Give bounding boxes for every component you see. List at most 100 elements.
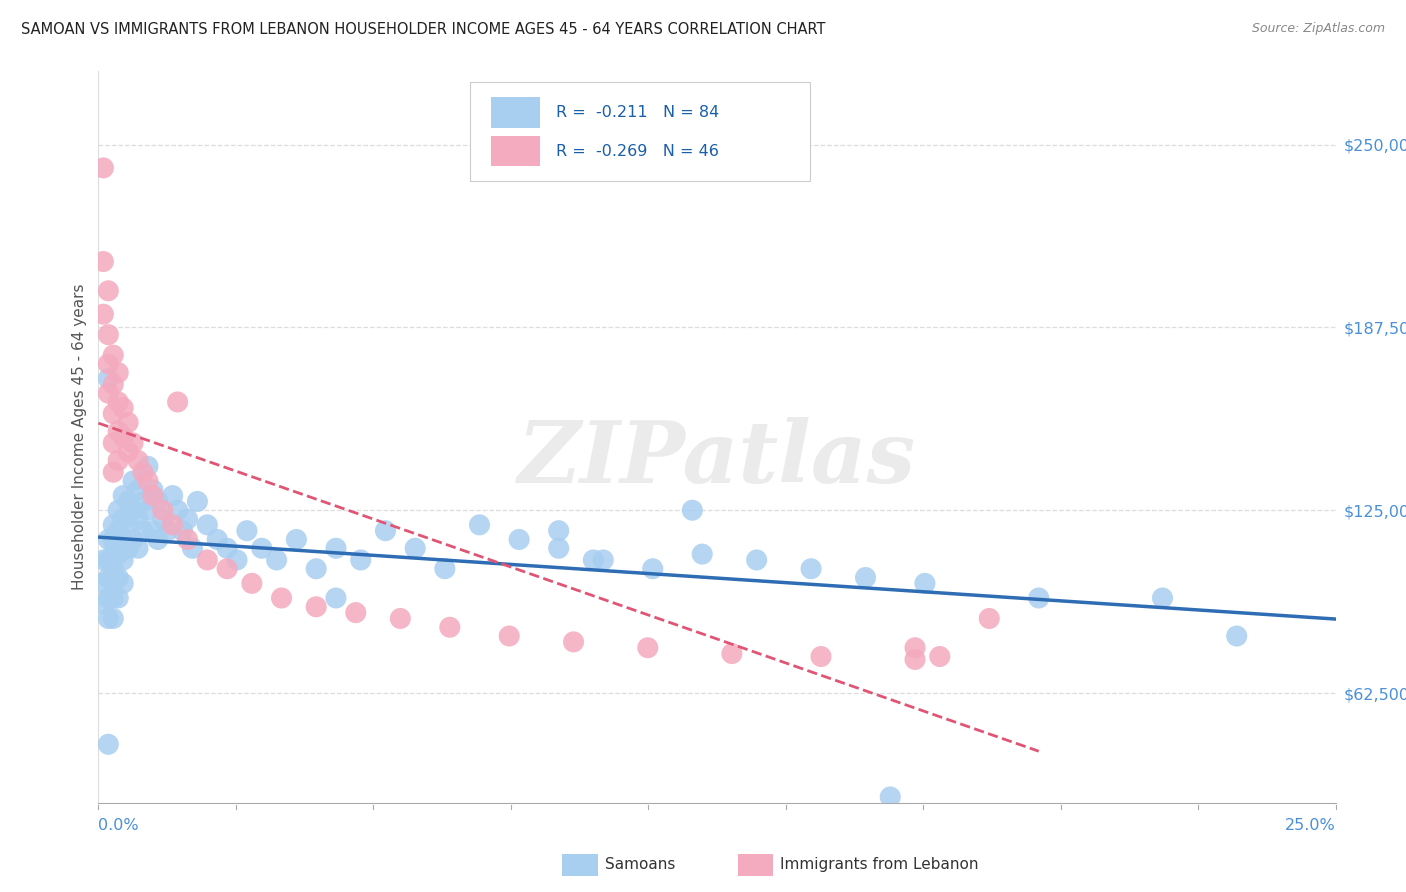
Text: SAMOAN VS IMMIGRANTS FROM LEBANON HOUSEHOLDER INCOME AGES 45 - 64 YEARS CORRELAT: SAMOAN VS IMMIGRANTS FROM LEBANON HOUSEH… — [21, 22, 825, 37]
Point — [142, 524, 165, 538]
Bar — [491, 97, 540, 128]
Point — [195, 517, 218, 532]
Point — [162, 489, 184, 503]
Point — [107, 366, 129, 380]
Point — [103, 348, 125, 362]
Point — [112, 553, 135, 567]
Point — [127, 453, 149, 467]
Point — [107, 570, 129, 584]
Point — [132, 465, 155, 479]
Point — [904, 640, 927, 655]
Point — [226, 553, 249, 567]
Point — [690, 547, 713, 561]
Point — [112, 430, 135, 444]
Point — [240, 576, 263, 591]
Point — [156, 524, 179, 538]
Point — [146, 533, 169, 547]
Point — [136, 503, 159, 517]
Point — [1226, 629, 1249, 643]
Point — [93, 161, 115, 175]
Text: Immigrants from Lebanon: Immigrants from Lebanon — [780, 857, 979, 871]
Point — [103, 611, 125, 625]
Point — [152, 503, 174, 517]
Point — [1028, 591, 1050, 605]
Point — [142, 483, 165, 497]
Point — [107, 503, 129, 517]
Text: Samoans: Samoans — [605, 857, 675, 871]
Bar — [491, 136, 540, 167]
Point — [146, 494, 169, 508]
Point — [166, 395, 188, 409]
Point — [97, 371, 120, 385]
Point — [103, 436, 125, 450]
Point — [93, 307, 115, 321]
Point — [107, 395, 129, 409]
Point — [136, 474, 159, 488]
Point — [103, 533, 125, 547]
Point — [107, 453, 129, 467]
Point — [103, 465, 125, 479]
Point — [641, 562, 664, 576]
Point — [439, 620, 461, 634]
Point — [117, 541, 139, 556]
Point — [97, 327, 120, 342]
Point — [107, 547, 129, 561]
FancyBboxPatch shape — [470, 82, 810, 181]
Point — [810, 649, 832, 664]
Text: ZIPatlas: ZIPatlas — [517, 417, 917, 500]
Point — [117, 517, 139, 532]
Point — [162, 517, 184, 532]
Point — [103, 562, 125, 576]
Point — [176, 533, 198, 547]
Point — [681, 503, 703, 517]
Point — [325, 591, 347, 605]
Point — [547, 541, 569, 556]
Point — [127, 512, 149, 526]
Point — [112, 489, 135, 503]
Text: 25.0%: 25.0% — [1285, 818, 1336, 832]
Point — [582, 553, 605, 567]
Point — [879, 789, 901, 804]
Point — [93, 597, 115, 611]
Point — [117, 416, 139, 430]
Point — [350, 553, 373, 567]
Point — [979, 611, 1001, 625]
Point — [562, 635, 585, 649]
Point — [592, 553, 614, 567]
Point — [97, 591, 120, 605]
Point — [97, 357, 120, 371]
Point — [1152, 591, 1174, 605]
Point — [904, 652, 927, 666]
Y-axis label: Householder Income Ages 45 - 64 years: Householder Income Ages 45 - 64 years — [72, 284, 87, 591]
Point — [103, 576, 125, 591]
Point — [93, 553, 115, 567]
Point — [285, 533, 308, 547]
Point — [97, 553, 120, 567]
Point — [97, 737, 120, 751]
Point — [217, 562, 239, 576]
Point — [186, 494, 208, 508]
Point — [855, 570, 877, 584]
Point — [103, 591, 125, 605]
Text: R =  -0.211   N = 84: R = -0.211 N = 84 — [557, 105, 720, 120]
Point — [195, 553, 218, 567]
Point — [107, 591, 129, 605]
Point — [107, 524, 129, 538]
Point — [800, 562, 823, 576]
Point — [93, 576, 115, 591]
Point — [122, 533, 145, 547]
Point — [404, 541, 426, 556]
Point — [250, 541, 273, 556]
Point — [166, 503, 188, 517]
Point — [374, 524, 396, 538]
Point — [433, 562, 456, 576]
Point — [122, 474, 145, 488]
Point — [745, 553, 768, 567]
Point — [112, 512, 135, 526]
Point — [325, 541, 347, 556]
Point — [122, 503, 145, 517]
Point — [236, 524, 259, 538]
Point — [112, 401, 135, 415]
Point — [468, 517, 491, 532]
Point — [97, 533, 120, 547]
